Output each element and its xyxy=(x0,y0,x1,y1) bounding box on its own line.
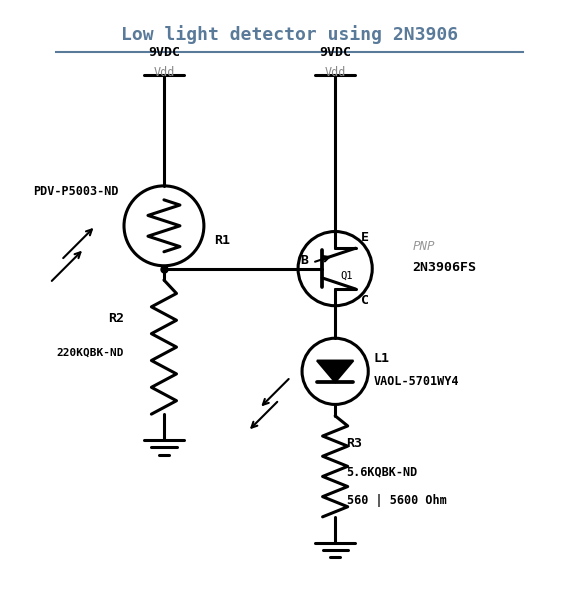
Text: 2N3906FS: 2N3906FS xyxy=(412,261,476,274)
Text: Vdd: Vdd xyxy=(324,65,346,79)
Text: 9VDC: 9VDC xyxy=(319,46,351,59)
Text: 9VDC: 9VDC xyxy=(148,46,180,59)
Text: R2: R2 xyxy=(108,312,124,325)
Text: 5.6KQBK-ND: 5.6KQBK-ND xyxy=(347,466,418,479)
Text: E: E xyxy=(361,230,369,244)
Text: 560 | 5600 Ohm: 560 | 5600 Ohm xyxy=(347,494,446,507)
Text: B: B xyxy=(300,254,308,266)
Text: Q1: Q1 xyxy=(341,271,353,280)
Text: Low light detector using 2N3906: Low light detector using 2N3906 xyxy=(121,25,458,44)
Text: 220KQBK-ND: 220KQBK-ND xyxy=(57,348,124,358)
Text: R1: R1 xyxy=(214,233,230,247)
Text: L1: L1 xyxy=(374,352,390,365)
Text: C: C xyxy=(361,293,369,307)
Text: PNP: PNP xyxy=(412,241,435,253)
Polygon shape xyxy=(317,361,353,382)
Text: Vdd: Vdd xyxy=(153,65,175,79)
Text: R3: R3 xyxy=(347,437,362,450)
Text: PDV-P5003-ND: PDV-P5003-ND xyxy=(33,185,118,198)
Text: VAOL-5701WY4: VAOL-5701WY4 xyxy=(374,375,460,388)
